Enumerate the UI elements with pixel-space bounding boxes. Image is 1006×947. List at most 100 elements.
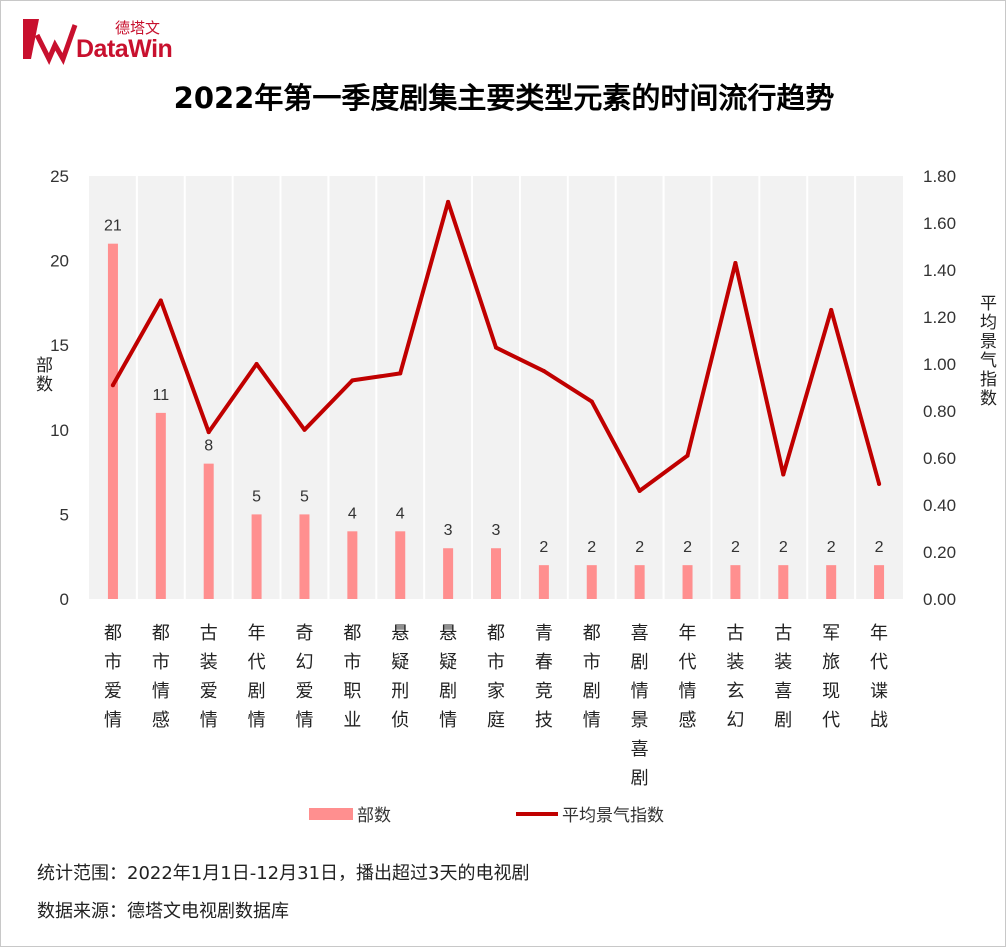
right-axis-tick-label: 1.80 <box>923 167 956 186</box>
line-point <box>350 378 355 383</box>
right-axis-tick-label: 0.40 <box>923 496 956 515</box>
x-axis-category-label: 军旅现代 <box>822 623 840 731</box>
bar <box>443 548 454 599</box>
footer-scope-note: 统计范围：2022年1月1日-12月31日，播出超过3天的电视剧 <box>37 863 530 884</box>
bar-data-label: 2 <box>539 539 548 556</box>
chart-legend: 部数 平均景气指数 <box>1 801 1006 827</box>
left-axis-tick-label: 0 <box>60 590 69 609</box>
bar <box>586 565 597 599</box>
right-axis-tick-label: 1.20 <box>923 308 956 327</box>
line-point <box>206 430 211 435</box>
bar <box>634 565 645 599</box>
legend-item-bars: 部数 <box>309 801 391 826</box>
bar <box>826 565 837 599</box>
line-point <box>398 371 403 376</box>
line-point <box>254 362 259 366</box>
left-axis-tick-label: 10 <box>50 421 69 440</box>
bar-data-label: 11 <box>153 387 170 404</box>
x-axis-category-label: 喜剧情景喜剧 <box>631 623 649 789</box>
right-axis-tick-label: 1.60 <box>923 214 956 233</box>
legend-bar-label: 部数 <box>357 806 391 826</box>
bar-data-label: 4 <box>348 505 357 522</box>
x-axis-category-label: 都市剧情 <box>583 623 601 731</box>
bar-data-label: 5 <box>300 488 309 505</box>
x-axis-category-label: 悬疑剧情 <box>439 623 457 731</box>
bar-data-label: 2 <box>827 539 836 556</box>
bar <box>155 412 166 599</box>
bar-data-label: 2 <box>731 539 740 556</box>
right-axis-tick-label: 0.60 <box>923 449 956 468</box>
line-point <box>733 260 738 265</box>
bar <box>778 565 789 599</box>
legend-line-label: 平均景气指数 <box>562 806 664 826</box>
bar-data-label: 8 <box>204 438 213 455</box>
line-swatch <box>516 811 558 816</box>
bar-swatch <box>309 807 353 820</box>
x-axis-category-label: 古装爱情 <box>200 623 218 731</box>
combo-chart: 05101520250.000.200.400.600.801.001.201.… <box>50 167 956 789</box>
left-axis-tick-label: 15 <box>50 336 69 355</box>
bar <box>538 565 549 599</box>
left-axis-title: 部数 <box>32 356 52 394</box>
bar <box>491 548 501 599</box>
line-point <box>446 199 451 204</box>
logo-chinese-text: 德塔文 <box>115 19 161 37</box>
bar <box>299 514 310 599</box>
right-axis-tick-label: 0.20 <box>923 543 956 562</box>
bar-data-label: 3 <box>492 522 501 539</box>
right-axis-title: 平均景气指数 <box>976 294 996 408</box>
right-axis-tick-label: 0.00 <box>923 590 956 609</box>
bar <box>395 531 406 599</box>
line-point <box>110 383 115 388</box>
left-axis-tick-label: 5 <box>60 505 69 524</box>
left-axis-tick-label: 20 <box>50 252 69 271</box>
bar-data-label: 3 <box>444 522 453 539</box>
bar-data-label: 2 <box>683 539 692 556</box>
line-point <box>781 472 786 477</box>
bar <box>682 565 693 599</box>
line-point <box>494 345 498 350</box>
bar-data-label: 2 <box>635 539 644 556</box>
line-point <box>541 369 546 374</box>
x-axis-category-label: 都市职业 <box>343 623 361 731</box>
x-axis-category-label: 年代谍战 <box>870 623 888 731</box>
x-axis-category-label: 都市情感 <box>152 623 170 731</box>
x-axis-category-label: 都市家庭 <box>487 623 505 731</box>
right-axis-tick-label: 1.40 <box>923 261 956 280</box>
right-axis-tick-label: 0.80 <box>923 402 956 421</box>
line-point <box>302 427 307 432</box>
x-axis-category-label: 奇幻爱情 <box>295 623 313 731</box>
line-point <box>637 488 642 493</box>
line-point <box>877 481 882 486</box>
bar-data-label: 21 <box>104 218 122 235</box>
datawin-logo-icon <box>23 19 78 65</box>
footer-source-note: 数据来源：德塔文电视剧数据库 <box>37 901 289 922</box>
logo-english-text: DataWin <box>76 35 173 63</box>
datawin-logo: 德塔文 DataWin <box>19 13 189 69</box>
bar-data-label: 4 <box>396 505 405 522</box>
x-axis-category-label: 都市爱情 <box>104 623 122 731</box>
bar <box>874 565 885 599</box>
line-point <box>685 453 690 458</box>
x-axis-category-label: 年代情感 <box>679 623 697 731</box>
bar-data-label: 2 <box>875 539 884 556</box>
x-axis-category-label: 青春竞技 <box>535 623 553 731</box>
x-axis-category-label: 古装喜剧 <box>774 623 792 731</box>
chart-title: 2022年第一季度剧集主要类型元素的时间流行趋势 <box>173 81 835 115</box>
left-axis-tick-label: 25 <box>50 167 69 186</box>
bar <box>107 243 118 599</box>
bar <box>251 514 262 599</box>
line-point <box>829 307 834 312</box>
bar-data-label: 2 <box>587 539 596 556</box>
x-axis-category-label: 年代剧情 <box>248 623 266 731</box>
line-point <box>589 399 594 404</box>
plot-area <box>89 176 903 599</box>
right-axis-tick-label: 1.00 <box>923 355 956 374</box>
bar-data-label: 2 <box>779 539 788 556</box>
bar <box>203 463 214 599</box>
x-axis-category-label: 悬疑刑侦 <box>391 623 409 731</box>
bar <box>730 565 741 599</box>
line-point <box>158 298 163 303</box>
legend-item-line: 平均景气指数 <box>516 801 664 826</box>
